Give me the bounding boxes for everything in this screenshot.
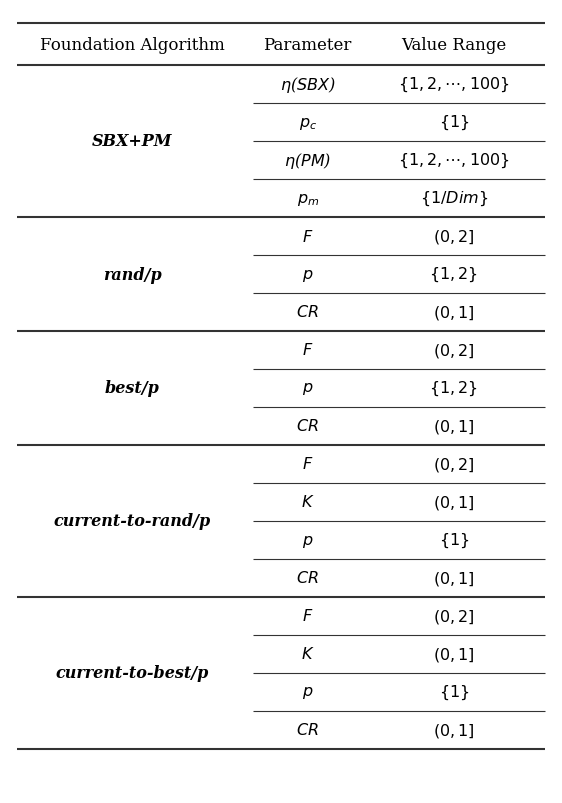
Text: $\eta$($\mathbf{\mathit{PM}}$): $\eta$($\mathbf{\mathit{PM}}$) [284,151,332,171]
Text: best/p: best/p [105,380,160,397]
Text: $p$: $p$ [302,683,314,701]
Text: $CR$: $CR$ [296,304,319,321]
Text: $\{1\}$: $\{1\}$ [438,683,469,701]
Text: Value Range: Value Range [401,36,506,54]
Text: $p$: $p$ [302,380,314,397]
Text: $(0, 2]$: $(0, 2]$ [433,228,475,246]
Text: $F$: $F$ [302,342,314,359]
Text: $CR$: $CR$ [296,418,319,435]
Text: $p$: $p$ [302,532,314,548]
Text: $\{1, 2, \cdots, 100\}$: $\{1, 2, \cdots, 100\}$ [398,75,510,94]
Text: $\{1\}$: $\{1\}$ [438,531,469,549]
Text: $\{1, 2, \cdots, 100\}$: $\{1, 2, \cdots, 100\}$ [398,152,510,170]
Text: $K$: $K$ [301,646,315,662]
Text: $\{1/\mathit{Dim}\}$: $\{1/\mathit{Dim}\}$ [420,190,488,208]
Text: $(0, 1]$: $(0, 1]$ [433,418,475,435]
Text: $F$: $F$ [302,228,314,245]
Text: $\{1, 2\}$: $\{1, 2\}$ [429,379,478,397]
Text: $(0, 1]$: $(0, 1]$ [433,645,475,663]
Text: $CR$: $CR$ [296,570,319,587]
Text: $CR$: $CR$ [296,722,319,739]
Text: $F$: $F$ [302,456,314,473]
Text: $\{1\}$: $\{1\}$ [438,114,469,132]
Text: $\{1, 2\}$: $\{1, 2\}$ [429,266,478,283]
Text: $(0, 1]$: $(0, 1]$ [433,721,475,739]
Text: $(0, 2]$: $(0, 2]$ [433,455,475,474]
Text: $K$: $K$ [301,494,315,511]
Text: $(0, 2]$: $(0, 2]$ [433,341,475,360]
Text: Foundation Algorithm: Foundation Algorithm [40,36,224,54]
Text: Parameter: Parameter [264,36,352,54]
Text: $p_c$: $p_c$ [298,114,317,132]
Text: current-to-rand/p: current-to-rand/p [53,513,211,530]
Text: current-to-best/p: current-to-best/p [56,665,209,682]
Text: $(0, 2]$: $(0, 2]$ [433,607,475,626]
Text: rand/p: rand/p [103,266,161,283]
Text: $p$: $p$ [302,266,314,283]
Text: SBX+PM: SBX+PM [92,133,173,150]
Text: $F$: $F$ [302,608,314,625]
Text: $p_m$: $p_m$ [297,190,319,207]
Text: $(0, 1]$: $(0, 1]$ [433,304,475,321]
Text: $(0, 1]$: $(0, 1]$ [433,493,475,512]
Text: $(0, 1]$: $(0, 1]$ [433,569,475,587]
Text: $\eta$($\mathbf{\mathit{SBX}}$): $\eta$($\mathbf{\mathit{SBX}}$) [280,75,336,95]
